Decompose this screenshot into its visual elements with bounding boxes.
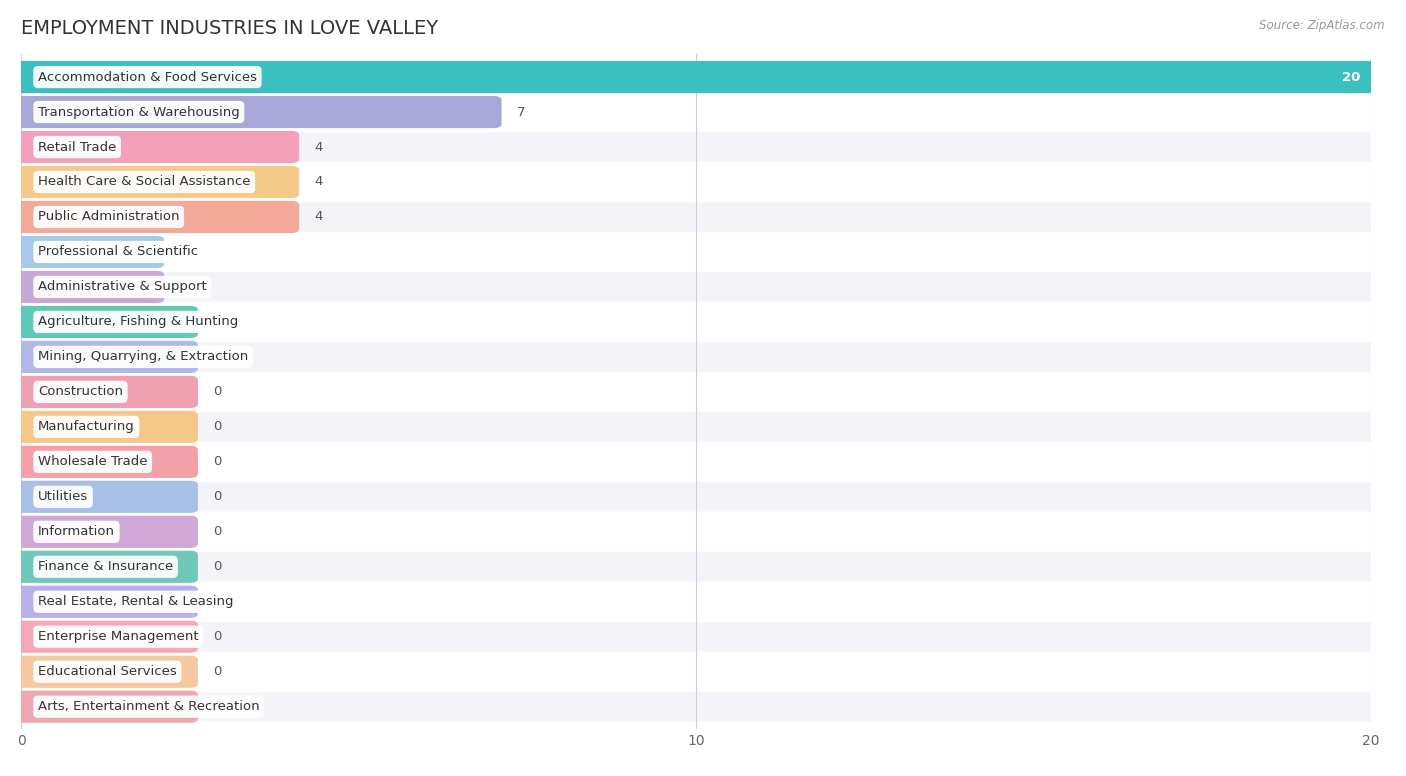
FancyBboxPatch shape xyxy=(4,131,299,163)
Text: 0: 0 xyxy=(214,421,222,433)
Text: 2: 2 xyxy=(180,280,188,293)
Text: Accommodation & Food Services: Accommodation & Food Services xyxy=(38,71,257,84)
Text: Transportation & Warehousing: Transportation & Warehousing xyxy=(38,106,239,119)
Text: Enterprise Management: Enterprise Management xyxy=(38,630,198,643)
Text: Utilities: Utilities xyxy=(38,490,89,504)
Text: Public Administration: Public Administration xyxy=(38,210,180,223)
FancyBboxPatch shape xyxy=(4,271,165,303)
Text: Educational Services: Educational Services xyxy=(38,665,177,678)
FancyBboxPatch shape xyxy=(21,168,1371,196)
Text: 4: 4 xyxy=(315,140,323,154)
Text: 0: 0 xyxy=(214,665,222,678)
FancyBboxPatch shape xyxy=(21,692,1371,722)
FancyBboxPatch shape xyxy=(4,341,198,373)
FancyBboxPatch shape xyxy=(21,133,1371,161)
Text: 7: 7 xyxy=(517,106,526,119)
FancyBboxPatch shape xyxy=(4,691,198,722)
FancyBboxPatch shape xyxy=(21,552,1371,581)
Text: Professional & Scientific: Professional & Scientific xyxy=(38,245,198,258)
FancyBboxPatch shape xyxy=(4,376,198,408)
FancyBboxPatch shape xyxy=(4,551,198,583)
Text: 0: 0 xyxy=(214,351,222,363)
FancyBboxPatch shape xyxy=(21,587,1371,616)
FancyBboxPatch shape xyxy=(4,516,198,548)
Text: Mining, Quarrying, & Extraction: Mining, Quarrying, & Extraction xyxy=(38,351,249,363)
Text: Real Estate, Rental & Leasing: Real Estate, Rental & Leasing xyxy=(38,595,233,608)
Text: Health Care & Social Assistance: Health Care & Social Assistance xyxy=(38,175,250,189)
Text: 0: 0 xyxy=(214,595,222,608)
FancyBboxPatch shape xyxy=(4,166,299,198)
FancyBboxPatch shape xyxy=(21,272,1371,302)
Text: Source: ZipAtlas.com: Source: ZipAtlas.com xyxy=(1260,19,1385,33)
Text: EMPLOYMENT INDUSTRIES IN LOVE VALLEY: EMPLOYMENT INDUSTRIES IN LOVE VALLEY xyxy=(21,19,439,38)
FancyBboxPatch shape xyxy=(4,411,198,443)
FancyBboxPatch shape xyxy=(21,307,1371,337)
Text: Retail Trade: Retail Trade xyxy=(38,140,117,154)
Text: Agriculture, Fishing & Hunting: Agriculture, Fishing & Hunting xyxy=(38,315,238,328)
FancyBboxPatch shape xyxy=(4,96,502,128)
Text: 2: 2 xyxy=(180,245,188,258)
Text: 0: 0 xyxy=(214,560,222,573)
FancyBboxPatch shape xyxy=(4,656,198,688)
FancyBboxPatch shape xyxy=(21,482,1371,511)
FancyBboxPatch shape xyxy=(4,480,198,513)
Text: 0: 0 xyxy=(214,630,222,643)
Text: 4: 4 xyxy=(315,175,323,189)
Text: Wholesale Trade: Wholesale Trade xyxy=(38,456,148,469)
Text: 0: 0 xyxy=(214,386,222,398)
FancyBboxPatch shape xyxy=(21,517,1371,546)
Text: 4: 4 xyxy=(315,210,323,223)
Text: Finance & Insurance: Finance & Insurance xyxy=(38,560,173,573)
Text: Arts, Entertainment & Recreation: Arts, Entertainment & Recreation xyxy=(38,700,260,713)
FancyBboxPatch shape xyxy=(21,62,1371,92)
FancyBboxPatch shape xyxy=(21,237,1371,267)
FancyBboxPatch shape xyxy=(4,621,198,653)
Text: 0: 0 xyxy=(214,315,222,328)
Text: 0: 0 xyxy=(214,490,222,504)
Text: 0: 0 xyxy=(214,456,222,469)
FancyBboxPatch shape xyxy=(21,447,1371,476)
FancyBboxPatch shape xyxy=(21,657,1371,687)
FancyBboxPatch shape xyxy=(21,97,1371,126)
Text: 0: 0 xyxy=(214,700,222,713)
FancyBboxPatch shape xyxy=(4,61,1379,93)
FancyBboxPatch shape xyxy=(4,201,299,233)
Text: 20: 20 xyxy=(1343,71,1361,84)
FancyBboxPatch shape xyxy=(4,586,198,618)
FancyBboxPatch shape xyxy=(21,377,1371,407)
Text: Manufacturing: Manufacturing xyxy=(38,421,135,433)
FancyBboxPatch shape xyxy=(4,306,198,338)
FancyBboxPatch shape xyxy=(21,412,1371,442)
FancyBboxPatch shape xyxy=(21,342,1371,372)
Text: Information: Information xyxy=(38,525,115,539)
Text: Administrative & Support: Administrative & Support xyxy=(38,280,207,293)
FancyBboxPatch shape xyxy=(21,622,1371,651)
FancyBboxPatch shape xyxy=(4,236,165,268)
FancyBboxPatch shape xyxy=(21,203,1371,232)
FancyBboxPatch shape xyxy=(4,445,198,478)
Text: Construction: Construction xyxy=(38,386,122,398)
Text: 0: 0 xyxy=(214,525,222,539)
